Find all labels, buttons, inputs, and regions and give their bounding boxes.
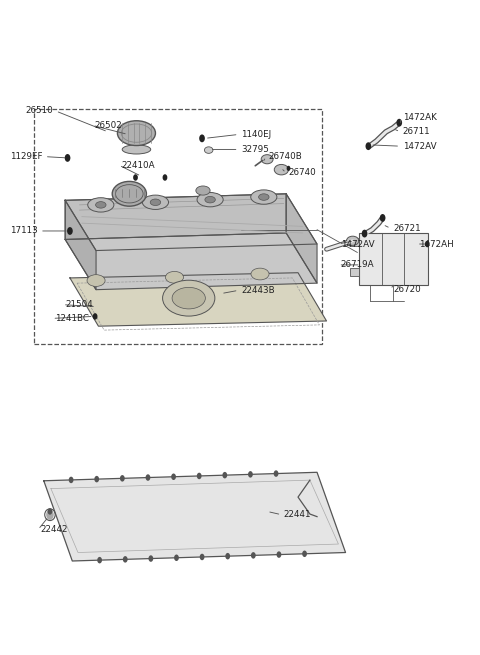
Ellipse shape [88, 198, 114, 212]
Ellipse shape [150, 199, 161, 206]
Ellipse shape [347, 236, 359, 246]
Text: 26720: 26720 [393, 285, 421, 294]
Text: 26711: 26711 [403, 127, 430, 136]
Circle shape [362, 230, 367, 238]
Text: 26740B: 26740B [269, 152, 302, 161]
Ellipse shape [196, 186, 210, 195]
Text: 22442: 22442 [40, 525, 68, 534]
Circle shape [133, 174, 138, 181]
Text: 26721: 26721 [393, 224, 420, 233]
Polygon shape [70, 272, 326, 326]
Text: 22443B: 22443B [241, 286, 275, 295]
Text: 22441: 22441 [284, 510, 311, 519]
Circle shape [65, 154, 71, 162]
Circle shape [171, 474, 176, 480]
Circle shape [276, 552, 281, 558]
Ellipse shape [96, 202, 106, 208]
Circle shape [145, 474, 150, 481]
Circle shape [199, 134, 205, 142]
Circle shape [396, 119, 402, 126]
Ellipse shape [118, 121, 156, 145]
Circle shape [174, 555, 179, 561]
Circle shape [93, 313, 97, 320]
Circle shape [248, 471, 253, 477]
Ellipse shape [87, 274, 105, 286]
Circle shape [46, 510, 54, 520]
Ellipse shape [259, 194, 269, 200]
Circle shape [274, 470, 278, 477]
Polygon shape [44, 472, 346, 561]
Ellipse shape [166, 271, 183, 283]
Polygon shape [286, 194, 317, 283]
Circle shape [148, 555, 153, 562]
Circle shape [69, 477, 73, 483]
Text: 22410A: 22410A [121, 160, 155, 170]
Text: 26510: 26510 [25, 107, 53, 115]
Bar [359, 233, 428, 285]
Circle shape [287, 166, 290, 171]
Text: 1472AK: 1472AK [403, 113, 436, 122]
Text: 26740: 26740 [288, 168, 316, 178]
Ellipse shape [251, 268, 269, 280]
Ellipse shape [172, 288, 205, 309]
Circle shape [120, 475, 125, 481]
Polygon shape [65, 233, 317, 290]
Polygon shape [65, 194, 286, 240]
Ellipse shape [197, 193, 223, 207]
Circle shape [222, 472, 227, 478]
Ellipse shape [122, 145, 151, 154]
Bar [350, 238, 359, 246]
Ellipse shape [163, 280, 215, 316]
Ellipse shape [261, 155, 273, 164]
Circle shape [95, 476, 99, 482]
Circle shape [365, 142, 371, 150]
Text: 1472AV: 1472AV [403, 141, 436, 151]
Ellipse shape [205, 196, 216, 203]
Circle shape [251, 552, 256, 559]
Text: 1241BC: 1241BC [55, 314, 89, 323]
Text: 1472AV: 1472AV [341, 240, 374, 248]
Polygon shape [65, 200, 96, 290]
Text: 26719A: 26719A [341, 261, 374, 269]
Ellipse shape [204, 147, 213, 153]
Text: 32795: 32795 [241, 145, 269, 154]
Ellipse shape [112, 181, 146, 206]
Ellipse shape [143, 195, 168, 210]
Circle shape [163, 174, 168, 181]
Circle shape [123, 556, 128, 563]
Circle shape [197, 473, 202, 479]
Circle shape [200, 553, 204, 560]
Circle shape [48, 508, 52, 515]
Bar [350, 268, 359, 276]
Bar [34, 109, 322, 344]
Text: 21504: 21504 [65, 300, 93, 309]
Text: 1472AH: 1472AH [419, 240, 454, 248]
Text: 1129EF: 1129EF [10, 152, 42, 161]
Text: 1140EJ: 1140EJ [241, 130, 271, 139]
Text: 26502: 26502 [95, 121, 122, 130]
Polygon shape [65, 194, 317, 251]
Circle shape [302, 550, 307, 557]
Ellipse shape [251, 190, 277, 204]
Circle shape [425, 241, 430, 248]
Ellipse shape [274, 164, 288, 175]
Circle shape [97, 557, 102, 563]
Text: 17113: 17113 [10, 227, 37, 235]
Circle shape [67, 227, 73, 235]
Circle shape [225, 553, 230, 559]
Circle shape [380, 214, 385, 222]
